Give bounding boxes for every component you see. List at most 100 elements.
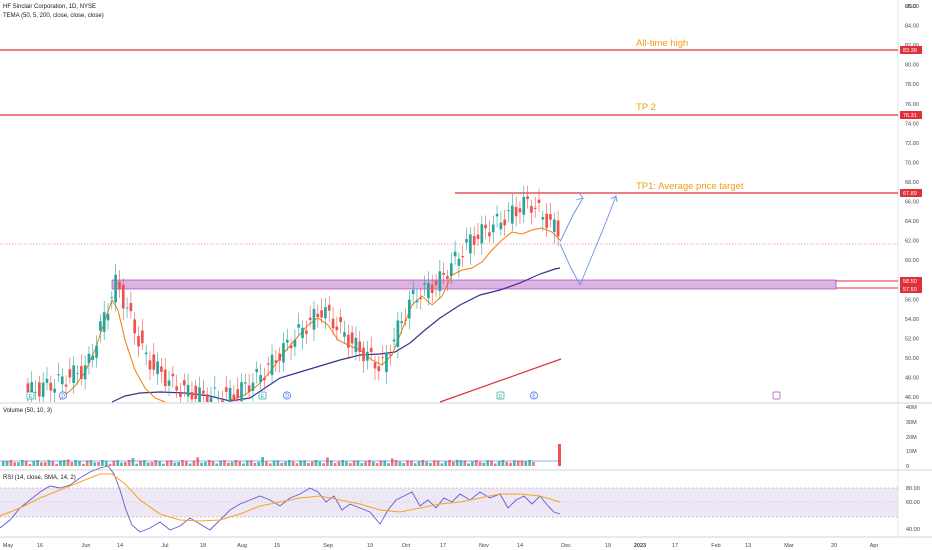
candle[interactable] <box>453 240 457 265</box>
volume-bar[interactable] <box>158 461 161 466</box>
candle[interactable] <box>335 316 339 341</box>
volume-bar[interactable] <box>93 462 97 466</box>
volume-bar[interactable] <box>287 460 291 466</box>
candle[interactable] <box>480 216 484 255</box>
volume-bar[interactable] <box>501 460 505 466</box>
candle[interactable] <box>293 329 297 357</box>
candle[interactable] <box>114 264 117 312</box>
volume-bar[interactable] <box>32 460 36 466</box>
candle[interactable] <box>442 262 445 284</box>
volume-bar[interactable] <box>51 460 55 466</box>
event-markers[interactable]: E D D E D E <box>26 391 781 400</box>
volume-bar[interactable] <box>356 460 360 466</box>
volume-bar[interactable] <box>467 463 470 466</box>
candle[interactable] <box>129 291 133 319</box>
candle[interactable] <box>400 312 404 334</box>
candle[interactable] <box>182 373 186 398</box>
volume-bar[interactable] <box>349 463 352 466</box>
volume-bar[interactable] <box>318 461 322 466</box>
volume-bar[interactable] <box>375 463 379 466</box>
volume-bar[interactable] <box>55 463 58 466</box>
candle[interactable] <box>476 223 480 247</box>
volume-bar[interactable] <box>13 462 17 466</box>
volume-bar[interactable] <box>238 461 242 466</box>
candle[interactable] <box>438 260 442 300</box>
candle[interactable] <box>404 308 407 327</box>
candle[interactable] <box>392 327 396 349</box>
volume-bar[interactable] <box>78 460 81 466</box>
volume-bar[interactable] <box>322 463 325 466</box>
volume-bar[interactable] <box>303 460 306 466</box>
volume-bar[interactable] <box>497 461 501 466</box>
volume-bar[interactable] <box>436 460 440 466</box>
volume-bar[interactable] <box>265 461 268 466</box>
volume-bar[interactable] <box>112 460 116 466</box>
volume-bar[interactable] <box>36 460 39 466</box>
volume-bar[interactable] <box>509 462 512 466</box>
volume-bar[interactable] <box>85 460 89 466</box>
support-zone[interactable] <box>111 279 837 290</box>
volume-bar[interactable] <box>150 461 154 466</box>
candle[interactable] <box>110 291 114 310</box>
volume-bar[interactable] <box>532 461 535 466</box>
candle[interactable] <box>133 312 137 345</box>
candle[interactable] <box>362 341 365 373</box>
volume-bar[interactable] <box>219 460 222 466</box>
volume-bar[interactable] <box>211 461 215 466</box>
candle[interactable] <box>179 382 182 402</box>
volume-bar[interactable] <box>364 461 367 466</box>
volume-bar[interactable] <box>135 463 139 466</box>
volume-bar[interactable] <box>444 461 448 466</box>
volume-bar[interactable] <box>368 460 371 466</box>
candle[interactable] <box>350 325 354 356</box>
volume-bar[interactable] <box>108 463 112 466</box>
candle[interactable] <box>160 357 163 384</box>
volume-bar[interactable] <box>47 460 51 466</box>
volume-bar[interactable] <box>97 462 100 466</box>
candle[interactable] <box>45 367 49 391</box>
volume-bar[interactable] <box>284 461 287 466</box>
volume-bar[interactable] <box>200 462 203 466</box>
volume-bar[interactable] <box>74 460 78 466</box>
candle[interactable] <box>270 343 274 384</box>
volume-bar[interactable] <box>272 460 276 466</box>
candle[interactable] <box>144 344 148 366</box>
volume-bar[interactable] <box>341 460 345 466</box>
volume-bar[interactable] <box>196 457 200 466</box>
candle[interactable] <box>419 288 423 310</box>
volume-bar[interactable] <box>89 460 93 466</box>
candle[interactable] <box>34 380 37 401</box>
candle[interactable] <box>224 375 228 399</box>
volume-bar[interactable] <box>440 463 444 466</box>
candle[interactable] <box>537 188 541 212</box>
candle[interactable] <box>217 390 220 402</box>
volume-bar[interactable] <box>165 460 169 466</box>
volume-bar[interactable] <box>451 461 455 466</box>
volume-bar[interactable] <box>230 461 234 466</box>
candle[interactable] <box>190 381 194 402</box>
candle[interactable] <box>263 367 266 391</box>
candle[interactable] <box>198 376 201 402</box>
earnings-marker[interactable] <box>26 391 35 400</box>
volume-bar[interactable] <box>448 460 451 466</box>
candle[interactable] <box>76 364 79 385</box>
candle[interactable] <box>72 356 76 394</box>
upcoming-earnings-marker[interactable] <box>772 391 781 400</box>
candle[interactable] <box>209 386 213 402</box>
candle[interactable] <box>305 320 308 345</box>
candle[interactable] <box>324 298 327 330</box>
volume-bar[interactable] <box>326 457 329 466</box>
candle[interactable] <box>83 355 87 390</box>
candle[interactable] <box>99 314 102 343</box>
volume-bar[interactable] <box>398 461 402 466</box>
candle[interactable] <box>87 346 91 375</box>
volume-bar[interactable] <box>459 460 463 466</box>
volume-bar[interactable] <box>261 457 264 466</box>
volume-bar[interactable] <box>184 461 188 466</box>
earnings-marker[interactable] <box>496 391 505 400</box>
candle[interactable] <box>358 330 362 362</box>
candle[interactable] <box>232 385 236 402</box>
tp2-label[interactable]: TP 2 <box>636 102 656 113</box>
volume-bar[interactable] <box>249 460 253 466</box>
volume-bar[interactable] <box>43 462 47 466</box>
